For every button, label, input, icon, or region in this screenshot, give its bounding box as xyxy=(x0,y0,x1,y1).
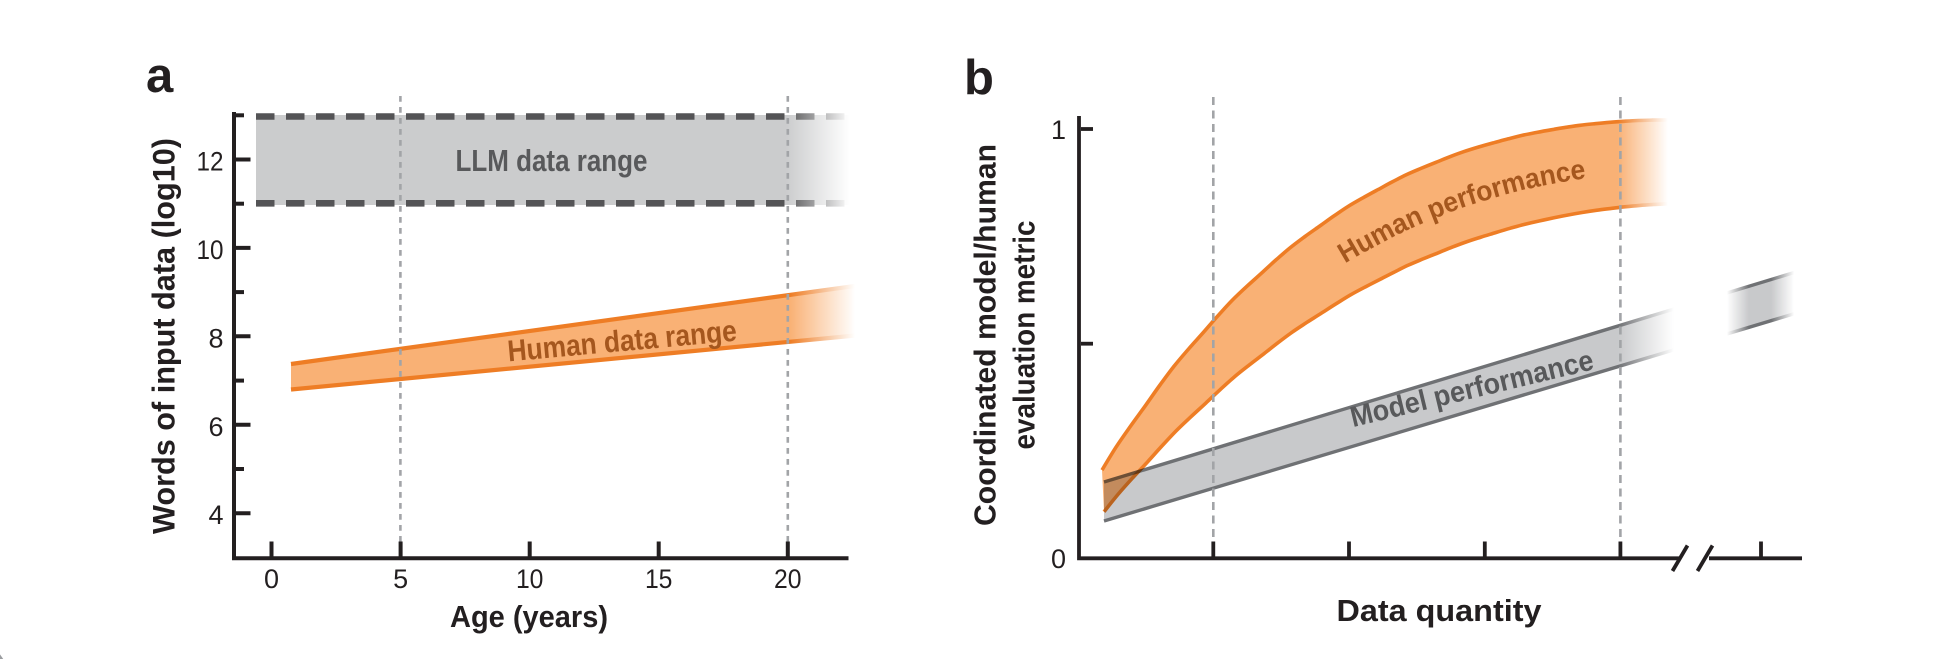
svg-text:b: b xyxy=(964,51,994,105)
svg-text:10: 10 xyxy=(516,564,544,594)
svg-text:0: 0 xyxy=(264,564,279,594)
svg-text:20: 20 xyxy=(774,564,802,594)
svg-text:15: 15 xyxy=(645,564,673,594)
svg-text:evaluation metric: evaluation metric xyxy=(1007,221,1042,450)
svg-text:6: 6 xyxy=(208,412,223,442)
svg-text:Coordinated model/human: Coordinated model/human xyxy=(968,144,1003,526)
svg-text:0: 0 xyxy=(1051,544,1066,574)
svg-text:Data quantity: Data quantity xyxy=(1337,593,1543,628)
svg-text:1: 1 xyxy=(1051,115,1066,145)
svg-text:5: 5 xyxy=(393,564,408,594)
svg-text:10: 10 xyxy=(197,235,224,265)
svg-text:4: 4 xyxy=(208,500,223,530)
svg-text:8: 8 xyxy=(208,323,223,353)
svg-text:12: 12 xyxy=(197,147,224,177)
svg-text:LLM data range: LLM data range xyxy=(456,143,648,178)
svg-text:Age (years): Age (years) xyxy=(450,599,608,634)
svg-text:a: a xyxy=(146,49,174,103)
svg-text:Words of input data (log10): Words of input data (log10) xyxy=(146,138,182,534)
